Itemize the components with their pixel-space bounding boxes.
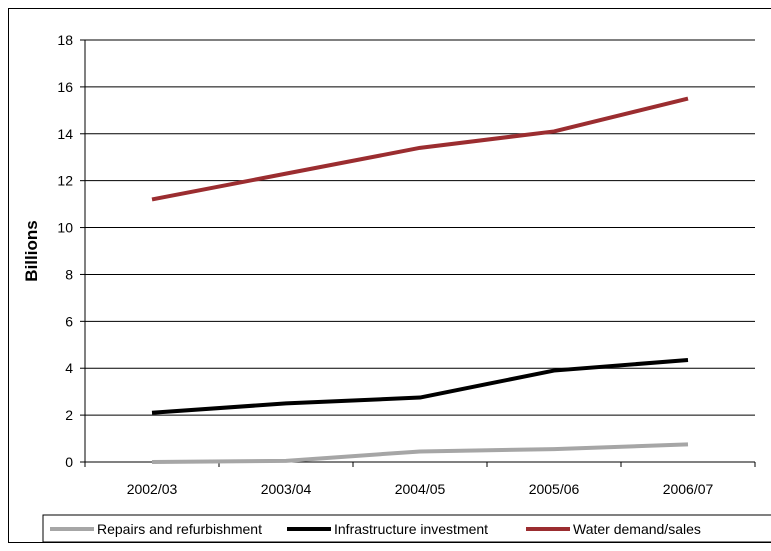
y-tick-label: 0 (65, 454, 73, 470)
x-tick-label: 2005/06 (529, 481, 580, 497)
x-tick-label: 2004/05 (395, 481, 446, 497)
y-tick-label: 12 (57, 173, 73, 189)
y-tick-label: 14 (57, 126, 73, 142)
legend-label: Repairs and refurbishment (97, 521, 262, 537)
y-tick-label: 10 (57, 220, 73, 236)
series-line-1 (151, 358, 689, 415)
x-tick-labels: 2002/03 2003/04 2004/05 2005/06 2006/07 (127, 481, 714, 497)
x-tick-label: 2006/07 (663, 481, 714, 497)
y-tick-label: 18 (57, 32, 73, 48)
gridlines (80, 39, 756, 467)
x-tick-label: 2002/03 (127, 481, 178, 497)
y-tick-label: 6 (65, 313, 73, 329)
x-tick-label: 2003/04 (261, 481, 312, 497)
y-axis-title: Billions (22, 220, 41, 281)
legend: Repairs and refurbishment Infrastructure … (42, 514, 771, 543)
y-tick-label: 16 (57, 79, 73, 95)
legend-label: Infrastructure investment (334, 521, 488, 537)
legend-box (42, 514, 771, 543)
series-lines (151, 96, 689, 464)
series-line-0 (151, 442, 689, 464)
y-tick-label: 8 (65, 266, 73, 282)
y-tick-label: 2 (65, 407, 73, 423)
y-tick-label: 4 (65, 360, 73, 376)
y-tick-labels: 0 2 4 6 8 10 12 14 16 18 (57, 32, 73, 470)
series-line-2 (151, 96, 689, 202)
legend-label: Water demand/sales (573, 521, 701, 537)
